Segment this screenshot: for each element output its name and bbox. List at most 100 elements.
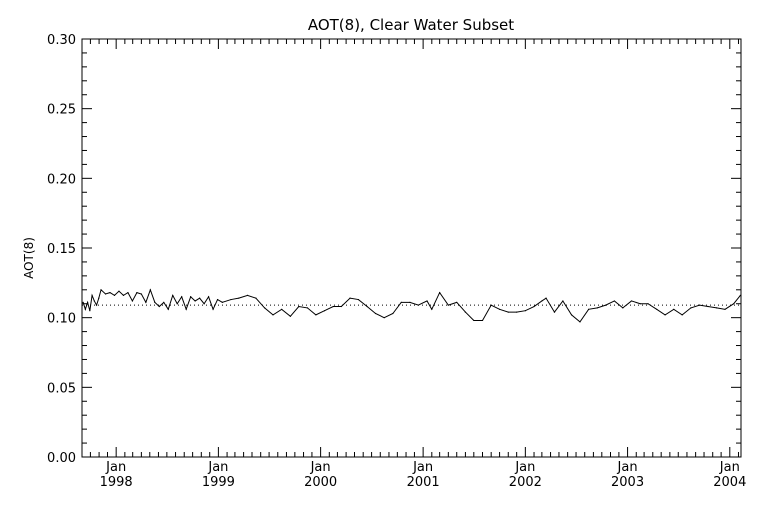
data-point — [118, 290, 120, 292]
data-point — [264, 307, 266, 309]
y-axis-label: AOT(8) — [22, 237, 36, 279]
data-point — [447, 304, 449, 306]
data-point — [357, 298, 360, 301]
data-point — [167, 308, 169, 310]
minor-ticks — [81, 39, 741, 457]
x-tick-labels: Jan1998Jan1999Jan2000Jan2001Jan2002Jan20… — [100, 460, 747, 490]
data-point — [100, 289, 102, 291]
data-point — [481, 319, 484, 322]
data-point — [82, 301, 84, 303]
data-point — [724, 308, 726, 310]
data-point — [656, 308, 658, 310]
data-point — [409, 301, 411, 303]
data-point — [87, 301, 89, 303]
data-point — [400, 301, 402, 303]
x-tick-month: Jan — [412, 460, 433, 475]
data-point — [490, 304, 492, 306]
data-point — [541, 300, 543, 302]
x-tick-month: Jan — [719, 460, 740, 475]
data-point — [473, 319, 475, 322]
data-point — [647, 303, 649, 305]
data-point — [613, 300, 616, 302]
data-point — [588, 308, 590, 310]
data-point — [733, 303, 735, 305]
data-point — [673, 308, 675, 310]
data-point — [545, 297, 547, 299]
data-point — [203, 303, 205, 305]
data-point — [579, 321, 581, 323]
series-points — [82, 289, 742, 323]
x-tick-year: 2004 — [713, 475, 746, 490]
data-point — [315, 314, 317, 316]
data-point — [417, 304, 419, 306]
data-point — [707, 305, 709, 308]
data-point — [332, 305, 334, 308]
data-point — [216, 298, 219, 301]
data-point — [136, 291, 138, 294]
data-point — [104, 293, 107, 295]
data-point — [131, 300, 134, 302]
plot-frame — [81, 38, 742, 458]
data-point — [154, 301, 156, 303]
data-point — [374, 312, 377, 315]
data-point — [221, 301, 223, 303]
data-point — [93, 300, 95, 302]
data-point — [212, 308, 214, 310]
y-tick-label: 0.00 — [47, 451, 76, 466]
data-point — [172, 294, 174, 296]
data-point — [89, 310, 91, 312]
data-point — [507, 311, 509, 313]
data-point — [630, 300, 633, 302]
data-point — [109, 291, 111, 294]
data-point — [498, 308, 501, 310]
data-point — [439, 291, 441, 294]
data-point — [158, 305, 160, 308]
data-point — [181, 296, 183, 298]
data-point — [516, 311, 518, 313]
data-point — [113, 294, 116, 296]
data-point — [207, 296, 210, 298]
data-point — [149, 289, 151, 291]
data-point — [323, 310, 326, 312]
data-point — [281, 308, 283, 310]
data-point — [199, 297, 201, 299]
data-point — [681, 314, 683, 316]
x-tick-month: Jan — [310, 460, 331, 475]
data-point — [340, 305, 342, 308]
series-line — [82, 288, 741, 323]
data-point — [289, 315, 291, 317]
data-point — [596, 307, 598, 309]
x-tick-year: 2002 — [509, 475, 542, 490]
data-point — [122, 294, 125, 296]
data-point — [140, 293, 142, 295]
x-tick-month: Jan — [617, 460, 638, 475]
data-point — [176, 303, 178, 305]
data-point — [698, 304, 701, 306]
x-tick-month: Jan — [105, 460, 126, 475]
data-point — [464, 311, 467, 313]
data-point — [306, 307, 309, 309]
data-point — [98, 297, 100, 299]
y-tick-label: 0.25 — [47, 103, 76, 118]
x-tick-year: 2001 — [407, 475, 440, 490]
y-tick-label: 0.10 — [47, 312, 76, 327]
y-tick-label: 0.15 — [47, 242, 76, 257]
y-tick-label: 0.20 — [47, 172, 76, 187]
y-tick-label: 0.05 — [47, 381, 76, 396]
data-point — [392, 312, 394, 315]
data-point — [562, 300, 564, 302]
y-tick-label: 0.30 — [47, 33, 76, 48]
y-tick-labels: 0.00 0.05 0.10 0.15 0.20 0.25 0.30 — [47, 33, 76, 466]
data-point — [185, 308, 187, 310]
chart-title: AOT(8), Clear Water Subset — [308, 16, 514, 34]
data-point — [255, 297, 257, 299]
data-point — [298, 305, 300, 308]
data-point — [431, 308, 433, 310]
data-point — [91, 294, 93, 296]
data-point — [605, 304, 607, 306]
data-point — [127, 291, 129, 294]
data-point — [366, 305, 368, 308]
data-point — [272, 314, 274, 316]
data-point — [95, 304, 98, 306]
